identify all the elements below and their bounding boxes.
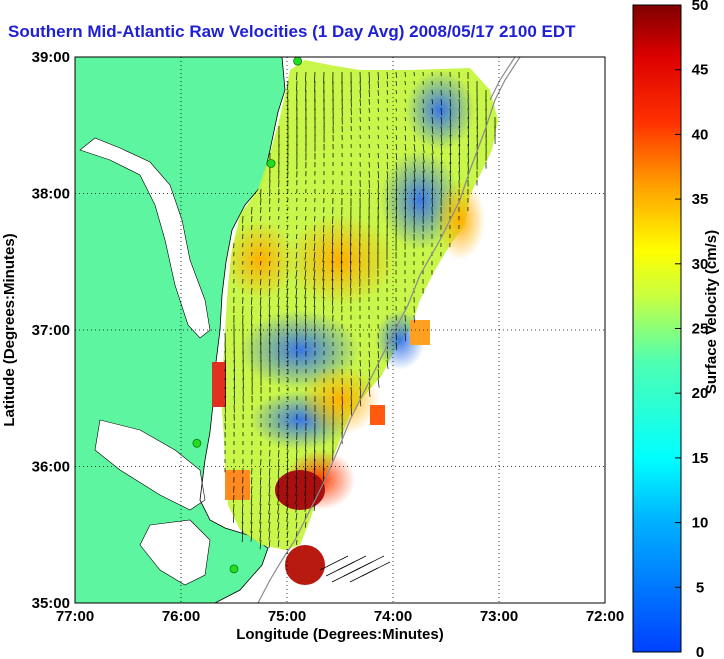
station-3-marker <box>192 438 202 448</box>
x-tick-label: 77:00 <box>56 608 94 625</box>
colorbar-tick-label: 35 <box>692 191 709 208</box>
colorbar-label: Surface Velocity (cm/s) <box>703 230 720 394</box>
colorbar-tick-label: 50 <box>692 0 709 14</box>
x-tick-label: 72:00 <box>586 608 624 625</box>
station-2-marker <box>266 159 276 168</box>
chesapeake-bay <box>79 137 211 339</box>
colorbar-tick-label: 45 <box>692 62 709 79</box>
x-axis-label: Longitude (Degrees:Minutes) <box>236 626 444 643</box>
y-axis-ticks: 39:00 38:00 37:00 36:00 35:00 <box>32 49 70 612</box>
grid-lines <box>75 57 605 603</box>
x-tick-label: 73:00 <box>480 608 518 625</box>
plot-frame <box>74 56 606 604</box>
y-tick-label: 38:00 <box>32 186 70 203</box>
velocity-field <box>212 60 498 585</box>
colorbar-tick-label: 15 <box>692 450 709 467</box>
y-tick-label: 39:00 <box>32 49 70 66</box>
colorbar-tick-label: 30 <box>692 256 709 273</box>
y-axis-label: Latitude (Degrees:Minutes) <box>1 233 18 426</box>
colorbar-tick-label: 40 <box>692 126 709 143</box>
x-tick-label: 76:00 <box>162 608 200 625</box>
velocity-vectors <box>224 71 496 583</box>
x-axis-ticks: 77:00 76:00 75:00 74:00 73:00 72:00 <box>56 608 624 625</box>
station-markers <box>192 57 302 574</box>
station-4-marker <box>229 564 239 574</box>
map-title: Southern Mid-Atlantic Raw Velocities (1 … <box>8 22 576 41</box>
colorbar-tick-label: 10 <box>692 515 709 532</box>
y-tick-label: 36:00 <box>32 459 70 476</box>
bathymetry-contour <box>257 57 521 603</box>
y-tick-label: 37:00 <box>32 322 70 339</box>
colorbar-tick-label: 5 <box>696 579 704 596</box>
colorbar-tick-label: 0 <box>696 644 704 659</box>
colorbar <box>632 4 682 653</box>
pamlico-sound <box>139 519 211 586</box>
colorbar-tick-label: 25 <box>692 321 709 338</box>
colorbar-tick-label: 20 <box>692 385 709 402</box>
station-1-marker <box>293 57 302 66</box>
x-tick-label: 75:00 <box>268 608 306 625</box>
x-tick-label: 74:00 <box>374 608 412 625</box>
sound-water <box>94 419 206 511</box>
y-tick-label: 35:00 <box>32 595 70 612</box>
